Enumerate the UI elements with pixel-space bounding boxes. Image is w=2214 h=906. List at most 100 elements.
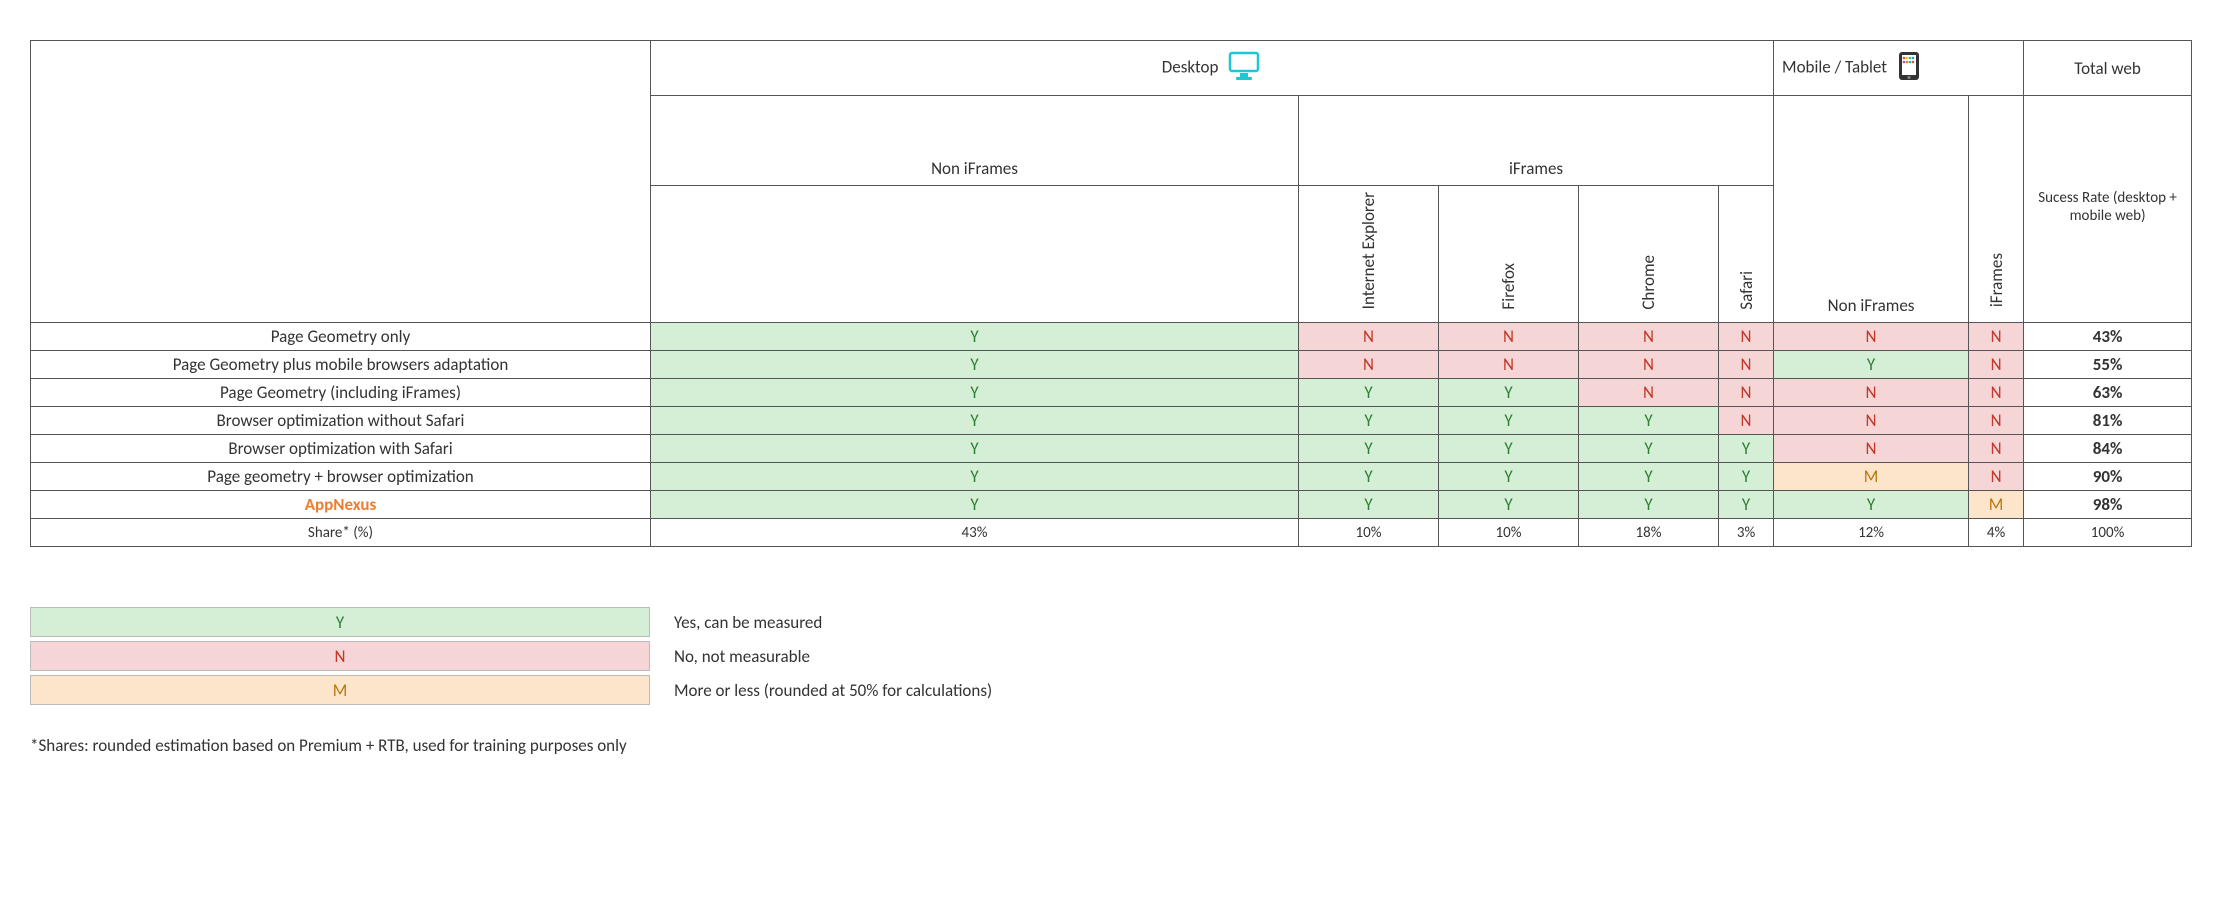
cell-N: N (1774, 435, 1969, 463)
legend-row-yes: Y Yes, can be measured (30, 607, 2190, 637)
cell-Y: Y (1299, 491, 1439, 519)
share-cell: 12% (1774, 519, 1969, 547)
data-row: AppNexusYYYYYYM98% (31, 491, 2192, 519)
header-firefox: Firefox (1439, 186, 1579, 323)
header-corner (31, 41, 651, 323)
data-row: Browser optimization with SafariYYYYYNN8… (31, 435, 2192, 463)
header-safari: Safari (1719, 186, 1774, 323)
row-label: Page Geometry (including iFrames) (31, 379, 651, 407)
cell-Y: Y (1439, 463, 1579, 491)
cell-Y: Y (651, 351, 1299, 379)
cell-N: N (1439, 351, 1579, 379)
cell-N: N (1969, 407, 2024, 435)
header-mobile-iframes: iFrames (1969, 96, 2024, 323)
cell-Y: Y (1579, 407, 1719, 435)
cell-N: N (1969, 435, 2024, 463)
cell-Y: Y (651, 463, 1299, 491)
row-total: 81% (2024, 407, 2192, 435)
header-ie: Internet Explorer (1299, 186, 1439, 323)
cell-Y: Y (1439, 491, 1579, 519)
row-label: Page geometry + browser optimization (31, 463, 651, 491)
share-cell: 10% (1299, 519, 1439, 547)
legend-swatch-yes: Y (30, 607, 650, 637)
legend-swatch-no: N (30, 641, 650, 671)
header-success-rate: Sucess Rate (desktop + mobile web) (2024, 96, 2192, 323)
mobile-icon (1897, 51, 1921, 86)
cell-N: N (1719, 323, 1774, 351)
cell-Y: Y (1579, 463, 1719, 491)
share-row: Share* (%)43%10%10%18%3%12%4%100% (31, 519, 2192, 547)
cell-Y: Y (651, 407, 1299, 435)
legend-row-no: N No, not measurable (30, 641, 2190, 671)
row-total: 55% (2024, 351, 2192, 379)
share-cell: 10% (1439, 519, 1579, 547)
cell-N: N (1969, 351, 2024, 379)
cell-N: N (1439, 323, 1579, 351)
data-row: Browser optimization without SafariYYYYN… (31, 407, 2192, 435)
row-label: Page Geometry only (31, 323, 651, 351)
cell-N: N (1774, 323, 1969, 351)
row-total: 90% (2024, 463, 2192, 491)
cell-N: N (1299, 323, 1439, 351)
row-total: 43% (2024, 323, 2192, 351)
cell-N: N (1579, 379, 1719, 407)
row-label: Share* (%) (31, 519, 651, 547)
cell-N: N (1969, 323, 2024, 351)
cell-Y: Y (1299, 407, 1439, 435)
cell-Y: Y (1299, 435, 1439, 463)
share-cell: 4% (1969, 519, 2024, 547)
header-total: Total web (2024, 41, 2192, 96)
cell-N: N (1299, 351, 1439, 379)
row-label: Page Geometry plus mobile browsers adapt… (31, 351, 651, 379)
header-desktop-iframes: iFrames (1299, 96, 1774, 186)
data-row: Page Geometry (including iFrames)YYYNNNN… (31, 379, 2192, 407)
cell-Y: Y (1774, 351, 1969, 379)
cell-Y: Y (1439, 379, 1579, 407)
cell-Y: Y (1439, 435, 1579, 463)
header-desktop-noniframes: Non iFrames (651, 96, 1299, 186)
header-desktop-noniframes-empty (651, 186, 1299, 323)
data-row: Page Geometry plus mobile browsers adapt… (31, 351, 2192, 379)
legend-swatch-maybe: M (30, 675, 650, 705)
cell-Y: Y (651, 435, 1299, 463)
row-total: 63% (2024, 379, 2192, 407)
cell-N: N (1969, 463, 2024, 491)
cell-Y: Y (1299, 379, 1439, 407)
cell-N: N (1579, 351, 1719, 379)
header-desktop-label: Desktop (1162, 56, 1219, 77)
row-label: Browser optimization with Safari (31, 435, 651, 463)
header-chrome: Chrome (1579, 186, 1719, 323)
cell-N: N (1719, 351, 1774, 379)
cell-Y: Y (1579, 491, 1719, 519)
share-cell: 100% (2024, 519, 2192, 547)
cell-Y: Y (1299, 463, 1439, 491)
cell-N: N (1969, 379, 2024, 407)
share-cell: 3% (1719, 519, 1774, 547)
cell-N: N (1579, 323, 1719, 351)
cell-Y: Y (651, 379, 1299, 407)
cell-Y: Y (1719, 491, 1774, 519)
cell-Y: Y (1579, 435, 1719, 463)
share-cell: 18% (1579, 519, 1719, 547)
data-row: Page geometry + browser optimizationYYYY… (31, 463, 2192, 491)
legend-text-maybe: More or less (rounded at 50% for calcula… (674, 680, 992, 701)
legend-text-no: No, not measurable (674, 646, 810, 667)
cell-M: M (1774, 463, 1969, 491)
header-mobile-label: Mobile / Tablet (1782, 56, 1887, 77)
desktop-icon (1228, 51, 1262, 86)
header-mobile: Mobile / Tablet (1774, 41, 2024, 96)
comparison-table: Desktop Mobile / Tablet (30, 40, 2192, 547)
legend-row-maybe: M More or less (rounded at 50% for calcu… (30, 675, 2190, 705)
header-desktop: Desktop (651, 41, 1774, 96)
data-row: Page Geometry onlyYNNNNNN43% (31, 323, 2192, 351)
legend: Y Yes, can be measured N No, not measura… (30, 607, 2190, 705)
footnote: *Shares: rounded estimation based on Pre… (30, 735, 2190, 756)
cell-M: M (1969, 491, 2024, 519)
share-cell: 43% (651, 519, 1299, 547)
row-label: AppNexus (31, 491, 651, 519)
legend-text-yes: Yes, can be measured (674, 612, 822, 633)
row-total: 84% (2024, 435, 2192, 463)
cell-N: N (1774, 379, 1969, 407)
row-total: 98% (2024, 491, 2192, 519)
cell-Y: Y (651, 491, 1299, 519)
